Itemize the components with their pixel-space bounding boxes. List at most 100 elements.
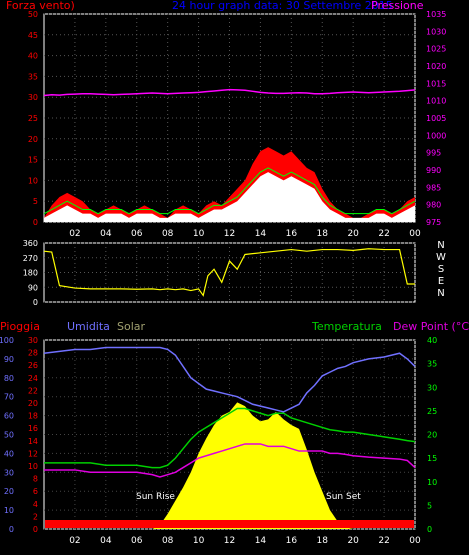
compass-label: N — [437, 288, 444, 299]
x-tick-label: 22 — [378, 229, 389, 239]
direction-tick-label: 360 — [23, 239, 38, 248]
x-tick-label: 12 — [224, 536, 235, 546]
pressure-tick-label: 990 — [426, 166, 441, 175]
pressure-tick-label: 1015 — [426, 79, 446, 88]
humidity-tick-label: 100 — [0, 336, 14, 345]
temp-tick-label: 40 — [427, 336, 437, 345]
temp-tick-label: 10 — [427, 478, 437, 487]
solar-header: Solar — [117, 320, 146, 333]
rain-tick-label: 30 — [28, 336, 38, 345]
humidity-header: Umidita — [67, 320, 110, 333]
x-tick-label: 02 — [69, 229, 80, 239]
direction-tick-label: 90 — [28, 283, 38, 292]
x-tick-label: 20 — [347, 536, 359, 546]
rain-tick-label: 22 — [28, 386, 38, 395]
humidity-tick-label: 40 — [4, 449, 14, 458]
x-tick-label: 00 — [409, 536, 421, 546]
x-tick-label: 16 — [286, 536, 298, 546]
solar-area — [44, 402, 415, 529]
pressure-tick-label: 1030 — [426, 27, 446, 36]
temp-tick-label: 5 — [427, 501, 432, 510]
compass-label: N — [437, 240, 444, 251]
rain-tick-label: 14 — [28, 437, 38, 446]
rain-tick-label: 4 — [33, 500, 38, 509]
rain-tick-label: 28 — [28, 349, 38, 358]
x-tick-label: 14 — [255, 229, 267, 239]
wind-tick-label: 40 — [28, 52, 38, 61]
pressure-tick-label: 1020 — [426, 62, 446, 71]
x-tick-label: 06 — [131, 536, 143, 546]
x-tick-label: 10 — [193, 536, 205, 546]
pressure-tick-label: 1000 — [426, 131, 446, 140]
direction-tick-label: 0 — [33, 298, 38, 307]
compass-label: E — [438, 276, 444, 287]
temp-tick-label: 20 — [427, 431, 437, 440]
direction-line — [43, 248, 415, 297]
avg-wind-area — [44, 172, 415, 222]
rain-tick-label: 0 — [33, 525, 38, 534]
wind-tick-label: 5 — [33, 197, 38, 206]
pressure-tick-label: 985 — [426, 183, 441, 192]
temperature-line — [44, 407, 416, 469]
pressure-tick-label: 995 — [426, 149, 441, 158]
temp-tick-label: 30 — [427, 383, 437, 392]
pressure-tick-label: 980 — [426, 201, 441, 210]
wind-tick-label: 25 — [28, 114, 38, 123]
avg-wind-line — [43, 167, 416, 215]
sun-set-label: Sun Set — [326, 492, 361, 502]
humidity-tick-label: 10 — [4, 506, 14, 515]
pressure-tick-label: 1025 — [426, 45, 446, 54]
rain-tick-label: 26 — [28, 361, 38, 370]
humidity-tick-label: 60 — [4, 412, 14, 421]
x-tick-label: 12 — [224, 229, 235, 239]
humidity-tick-label: 90 — [4, 355, 14, 364]
humidity-tick-label: 50 — [4, 431, 14, 440]
rain-tick-label: 2 — [33, 512, 38, 521]
x-tick-label: 00 — [409, 229, 421, 239]
pressure-tick-label: 1005 — [426, 114, 446, 123]
pressure-tick-label: 1035 — [426, 10, 446, 19]
direction-tick-label: 180 — [23, 269, 38, 278]
compass-label: S — [438, 264, 444, 275]
wind-tick-label: 35 — [28, 72, 38, 81]
rain-tick-label: 8 — [33, 475, 38, 484]
wind-tick-label: 10 — [28, 176, 38, 185]
rain-tick-label: 20 — [28, 399, 38, 408]
x-tick-label: 18 — [317, 229, 329, 239]
temp-tick-label: 35 — [427, 360, 437, 369]
x-tick-label: 10 — [193, 229, 205, 239]
rain-tick-label: 18 — [28, 412, 38, 421]
pressure-header: Pressione — [371, 0, 424, 12]
wind-tick-label: 30 — [28, 93, 38, 102]
temp-tick-label: 15 — [427, 454, 437, 463]
dewpoint-line — [44, 443, 416, 478]
wind-header: Forza vento) — [6, 0, 75, 12]
rain-tick-label: 24 — [28, 374, 38, 383]
x-tick-label: 16 — [286, 229, 298, 239]
rain-bar — [45, 520, 414, 528]
wind-tick-label: 45 — [28, 31, 38, 40]
x-tick-label: 02 — [69, 536, 80, 546]
compass-label: W — [436, 252, 446, 263]
wind-tick-label: 50 — [28, 10, 38, 19]
humidity-line — [43, 346, 416, 413]
x-tick-label: 06 — [131, 229, 143, 239]
temp-tick-label: 0 — [427, 525, 432, 534]
humidity-tick-label: 80 — [4, 374, 14, 383]
x-tick-label: 22 — [378, 536, 389, 546]
wind-tick-label: 0 — [33, 218, 38, 227]
wind-tick-label: 15 — [28, 156, 38, 165]
rain-tick-label: 16 — [28, 424, 38, 433]
x-tick-label: 18 — [317, 536, 329, 546]
x-tick-label: 04 — [100, 229, 112, 239]
x-tick-label: 08 — [162, 229, 174, 239]
x-tick-label: 14 — [255, 536, 267, 546]
dewpoint-header: Dew Point (°C) — [393, 320, 469, 333]
rain-tick-label: 6 — [33, 487, 38, 496]
pressure-tick-label: 1010 — [426, 97, 446, 106]
humidity-tick-label: 0 — [9, 525, 14, 534]
x-tick-label: 04 — [100, 536, 112, 546]
date-header: 24 hour graph data: 30 Settembre 2015 — [172, 0, 393, 12]
pressure-tick-label: 975 — [426, 218, 441, 227]
